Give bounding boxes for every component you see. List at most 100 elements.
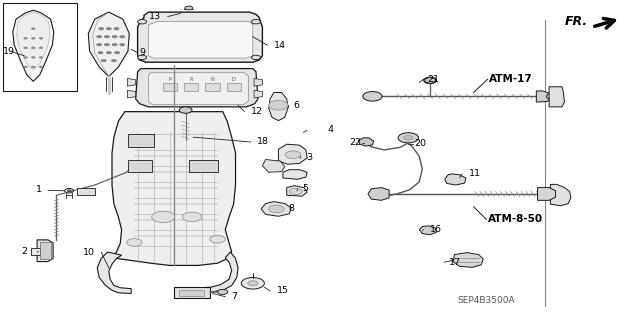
- Text: 13: 13: [149, 12, 161, 21]
- Text: 17: 17: [449, 258, 461, 267]
- Polygon shape: [97, 252, 131, 293]
- Circle shape: [112, 35, 117, 38]
- Circle shape: [24, 47, 28, 49]
- Circle shape: [252, 55, 260, 60]
- Circle shape: [31, 66, 35, 68]
- Polygon shape: [254, 78, 262, 86]
- Text: D: D: [232, 77, 236, 82]
- Polygon shape: [419, 226, 436, 235]
- Text: FR.: FR.: [564, 15, 588, 28]
- Circle shape: [138, 19, 147, 24]
- Text: 11: 11: [468, 169, 481, 178]
- Circle shape: [285, 151, 301, 159]
- Bar: [3, 3, 77, 91]
- Circle shape: [104, 35, 109, 38]
- Text: 1: 1: [36, 185, 42, 194]
- Bar: [163, 83, 177, 91]
- Text: 16: 16: [430, 225, 442, 234]
- Circle shape: [31, 47, 35, 49]
- Circle shape: [39, 56, 43, 58]
- Polygon shape: [13, 10, 54, 81]
- Circle shape: [248, 281, 258, 286]
- Polygon shape: [368, 188, 389, 200]
- Circle shape: [269, 205, 284, 213]
- Polygon shape: [453, 253, 483, 267]
- Text: ATM-8-50: ATM-8-50: [488, 214, 543, 225]
- Text: ATM-17: ATM-17: [489, 74, 532, 84]
- Bar: [184, 83, 198, 91]
- Polygon shape: [189, 160, 218, 172]
- Polygon shape: [283, 170, 307, 179]
- Circle shape: [65, 189, 74, 193]
- Polygon shape: [278, 144, 307, 164]
- Polygon shape: [128, 134, 154, 147]
- Circle shape: [99, 27, 104, 30]
- Polygon shape: [262, 160, 285, 172]
- Text: 12: 12: [251, 107, 263, 116]
- Text: R: R: [189, 77, 193, 82]
- Text: 4: 4: [328, 125, 333, 134]
- Polygon shape: [269, 93, 288, 121]
- Polygon shape: [179, 290, 204, 296]
- Polygon shape: [77, 188, 95, 195]
- Circle shape: [182, 212, 202, 222]
- Circle shape: [106, 27, 111, 30]
- Bar: [227, 83, 241, 91]
- Circle shape: [269, 100, 288, 110]
- Circle shape: [185, 6, 193, 10]
- Polygon shape: [550, 184, 571, 206]
- Polygon shape: [536, 91, 552, 102]
- Polygon shape: [425, 77, 435, 84]
- Text: 2: 2: [21, 247, 27, 256]
- Polygon shape: [17, 12, 50, 70]
- Circle shape: [39, 47, 43, 49]
- Polygon shape: [254, 90, 262, 98]
- Text: 8: 8: [288, 204, 294, 213]
- Circle shape: [104, 43, 109, 46]
- Bar: [205, 83, 220, 91]
- Text: P: P: [169, 77, 172, 82]
- Circle shape: [120, 35, 125, 38]
- Text: 15: 15: [276, 286, 289, 295]
- Circle shape: [289, 188, 302, 195]
- Circle shape: [404, 136, 413, 140]
- Polygon shape: [358, 138, 374, 146]
- Circle shape: [101, 59, 106, 62]
- Polygon shape: [40, 242, 51, 259]
- Circle shape: [114, 27, 119, 30]
- Circle shape: [67, 190, 71, 192]
- Polygon shape: [138, 12, 262, 62]
- Text: 6: 6: [293, 101, 299, 110]
- Circle shape: [127, 239, 142, 246]
- Polygon shape: [445, 174, 466, 185]
- Polygon shape: [31, 248, 40, 255]
- Polygon shape: [538, 188, 556, 200]
- Circle shape: [179, 107, 192, 113]
- Polygon shape: [148, 73, 248, 105]
- Polygon shape: [127, 90, 136, 98]
- Text: 21: 21: [428, 75, 440, 84]
- Polygon shape: [261, 202, 291, 216]
- Circle shape: [106, 51, 111, 54]
- Text: 18: 18: [257, 137, 269, 146]
- Circle shape: [24, 66, 28, 68]
- Circle shape: [98, 51, 103, 54]
- Circle shape: [112, 43, 117, 46]
- Circle shape: [31, 37, 35, 39]
- Polygon shape: [174, 287, 210, 298]
- Circle shape: [115, 51, 120, 54]
- Circle shape: [120, 43, 125, 46]
- Circle shape: [31, 28, 35, 30]
- Text: SEP4B3500A: SEP4B3500A: [458, 296, 515, 305]
- Circle shape: [39, 66, 43, 68]
- Circle shape: [424, 77, 436, 84]
- Text: 22: 22: [349, 138, 362, 147]
- Text: 7: 7: [232, 292, 237, 301]
- Text: 5: 5: [302, 184, 308, 193]
- Polygon shape: [128, 160, 152, 172]
- Circle shape: [398, 133, 419, 143]
- Text: 19: 19: [3, 47, 15, 56]
- Text: N: N: [211, 77, 214, 82]
- Circle shape: [138, 55, 147, 60]
- Text: 14: 14: [274, 41, 286, 50]
